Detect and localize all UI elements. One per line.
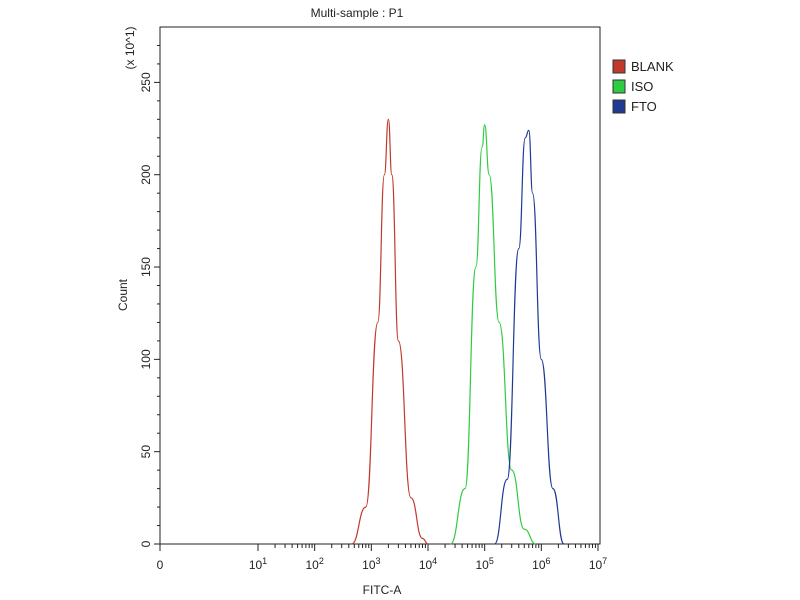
y-tick-label-group: 100	[139, 349, 153, 369]
y-tick-label: 0	[139, 540, 153, 547]
x-tick-label: 107	[589, 556, 607, 572]
series-group	[351, 118, 565, 545]
legend-swatch-iso	[612, 79, 626, 94]
x-tick-exponent: 7	[602, 556, 607, 566]
y-tick-label-group: 0	[139, 540, 153, 547]
x-tick-label: 103	[362, 556, 380, 572]
y-scale-note: (x 10^1)	[123, 27, 137, 70]
x-tick-label: 0	[157, 558, 164, 572]
chart-title: Multi-sample : P1	[311, 6, 404, 20]
x-tick-label: 102	[305, 556, 323, 572]
x-tick-label: 104	[419, 556, 437, 572]
legend: BLANK ISO FTO	[612, 59, 674, 114]
y-tick-label-group: 50	[139, 445, 153, 459]
legend-label-fto: FTO	[631, 99, 657, 114]
y-tick-label: 50	[139, 445, 153, 459]
x-tick-exponent: 1	[262, 556, 267, 566]
y-scale-note-group: (x 10^1)	[123, 27, 137, 70]
y-tick-label-group: 250	[139, 72, 153, 92]
y-tick-label-group: 200	[139, 164, 153, 184]
x-tick-exponent: 5	[489, 556, 494, 566]
y-tick-label-group: 150	[139, 257, 153, 277]
x-tick-exponent: 6	[546, 556, 551, 566]
y-axis-label: Count	[116, 278, 130, 311]
legend-swatch-fto	[612, 99, 626, 114]
x-tick-exponent: 2	[319, 556, 324, 566]
axes: 0 50 100 150 200 250 0 101 102 103 104 105 106 107	[139, 44, 607, 572]
x-tick-exponent: 3	[376, 556, 381, 566]
y-tick-label: 250	[139, 72, 153, 92]
x-tick-exponent: 4	[432, 556, 437, 566]
x-tick-label: 106	[532, 556, 550, 572]
legend-label-iso: ISO	[631, 79, 653, 94]
y-tick-label: 200	[139, 164, 153, 184]
series-line-fto	[494, 129, 565, 545]
y-tick-label: 100	[139, 349, 153, 369]
legend-label-blank: BLANK	[631, 59, 674, 74]
x-axis-label: FITC-A	[363, 583, 402, 597]
y-tick-label: 150	[139, 257, 153, 277]
series-line-iso	[449, 124, 536, 545]
ylabel-group: Count	[116, 278, 130, 311]
x-tick-label: 101	[249, 556, 267, 572]
x-tick-label: 105	[475, 556, 493, 572]
legend-swatch-blank	[612, 59, 626, 74]
series-line-blank	[351, 118, 429, 545]
